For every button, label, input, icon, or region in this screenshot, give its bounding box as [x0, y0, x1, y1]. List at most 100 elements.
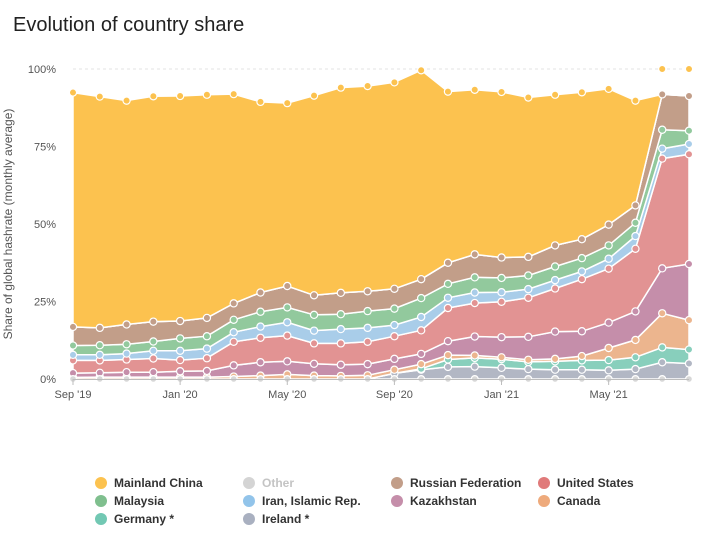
data-point	[95, 341, 104, 350]
data-point	[631, 335, 640, 345]
data-point	[309, 359, 319, 369]
legend: Mainland China Other Russian Federation …	[0, 470, 706, 540]
data-point	[390, 78, 399, 87]
data-point	[336, 310, 346, 319]
data-point	[550, 275, 560, 285]
data-point	[497, 297, 506, 307]
legend-item-kazakhstan[interactable]: Kazakhstan	[391, 494, 477, 508]
data-point	[684, 64, 694, 74]
data-point	[202, 366, 212, 376]
legend-swatch-icon	[95, 495, 107, 507]
data-point	[390, 320, 399, 330]
legend-item-mainland-china[interactable]: Mainland China	[95, 476, 203, 490]
data-point	[416, 66, 426, 75]
data-point	[604, 355, 613, 365]
x-tick-label: May '20	[268, 389, 306, 401]
data-point	[122, 349, 131, 358]
data-point	[256, 358, 265, 367]
data-point	[577, 267, 587, 276]
data-point	[604, 343, 613, 353]
data-point	[443, 293, 453, 302]
data-point	[577, 351, 587, 361]
data-point	[604, 366, 613, 375]
legend-item-canada[interactable]: Canada	[538, 494, 600, 508]
data-point	[283, 318, 292, 327]
x-tick-label: Jan '20	[163, 389, 198, 401]
data-point	[256, 97, 265, 107]
data-point	[470, 288, 479, 297]
data-point	[577, 234, 587, 244]
data-point	[175, 91, 185, 101]
legend-swatch-icon	[95, 513, 107, 525]
data-point	[149, 337, 158, 346]
legend-label: Ireland *	[262, 512, 310, 526]
data-point	[149, 367, 158, 377]
data-point	[550, 327, 560, 336]
data-point	[684, 126, 694, 135]
data-point	[390, 304, 399, 313]
data-point	[577, 327, 587, 336]
data-point	[390, 354, 399, 364]
data-point	[175, 367, 185, 376]
data-point	[149, 354, 158, 363]
data-point	[524, 271, 533, 280]
data-point	[229, 337, 238, 346]
legend-label: Other	[262, 476, 295, 490]
data-point	[470, 273, 479, 282]
legend-item-iran[interactable]: Iran, Islamic Rep.	[243, 494, 361, 508]
data-point	[122, 96, 131, 105]
data-point	[256, 322, 265, 331]
data-point	[363, 287, 372, 296]
y-tick-label: 100%	[28, 64, 56, 76]
data-point	[175, 346, 185, 355]
data-point	[283, 303, 292, 312]
data-point	[175, 334, 185, 343]
legend-swatch-icon	[538, 495, 550, 507]
legend-item-malaysia[interactable]: Malaysia	[95, 494, 164, 508]
data-point	[309, 326, 319, 335]
legend-item-other[interactable]: Other	[243, 476, 294, 490]
data-point	[336, 288, 346, 298]
data-point	[631, 244, 640, 253]
data-point	[336, 339, 346, 348]
data-point	[631, 218, 640, 227]
data-point	[416, 326, 426, 335]
y-axis-label: Share of global hashrate (monthly averag…	[1, 109, 15, 340]
data-point	[631, 231, 640, 241]
data-point	[631, 364, 640, 374]
data-point	[149, 317, 158, 326]
data-point	[470, 351, 479, 360]
data-point	[684, 359, 694, 368]
data-point	[175, 355, 185, 365]
legend-label: Germany *	[114, 512, 175, 526]
data-point	[524, 364, 533, 374]
data-point	[202, 90, 212, 99]
data-point	[229, 361, 238, 370]
x-tick-label: Sep '20	[376, 389, 413, 401]
data-point	[443, 350, 453, 360]
data-point	[390, 284, 399, 293]
legend-item-united-states[interactable]: United States	[538, 476, 634, 490]
data-point	[283, 357, 292, 366]
legend-swatch-icon	[391, 495, 403, 507]
legend-item-ireland[interactable]: Ireland *	[243, 512, 309, 526]
data-point	[684, 91, 694, 101]
data-point	[470, 85, 479, 94]
data-point	[524, 93, 533, 102]
legend-item-russian-federation[interactable]: Russian Federation	[391, 476, 521, 490]
legend-item-germany[interactable]: Germany *	[95, 512, 174, 526]
y-tick-label: 0%	[40, 374, 56, 386]
data-point	[175, 316, 185, 326]
legend-label: United States	[557, 476, 634, 490]
data-point	[309, 339, 319, 348]
data-point	[309, 91, 319, 100]
data-point	[283, 331, 292, 340]
legend-label: Malaysia	[114, 494, 165, 508]
data-point	[443, 362, 453, 372]
data-point	[443, 279, 453, 289]
data-point	[202, 344, 212, 353]
data-point	[524, 252, 533, 262]
data-point	[658, 343, 667, 352]
legend-label: Mainland China	[114, 476, 203, 490]
data-point	[550, 241, 560, 250]
